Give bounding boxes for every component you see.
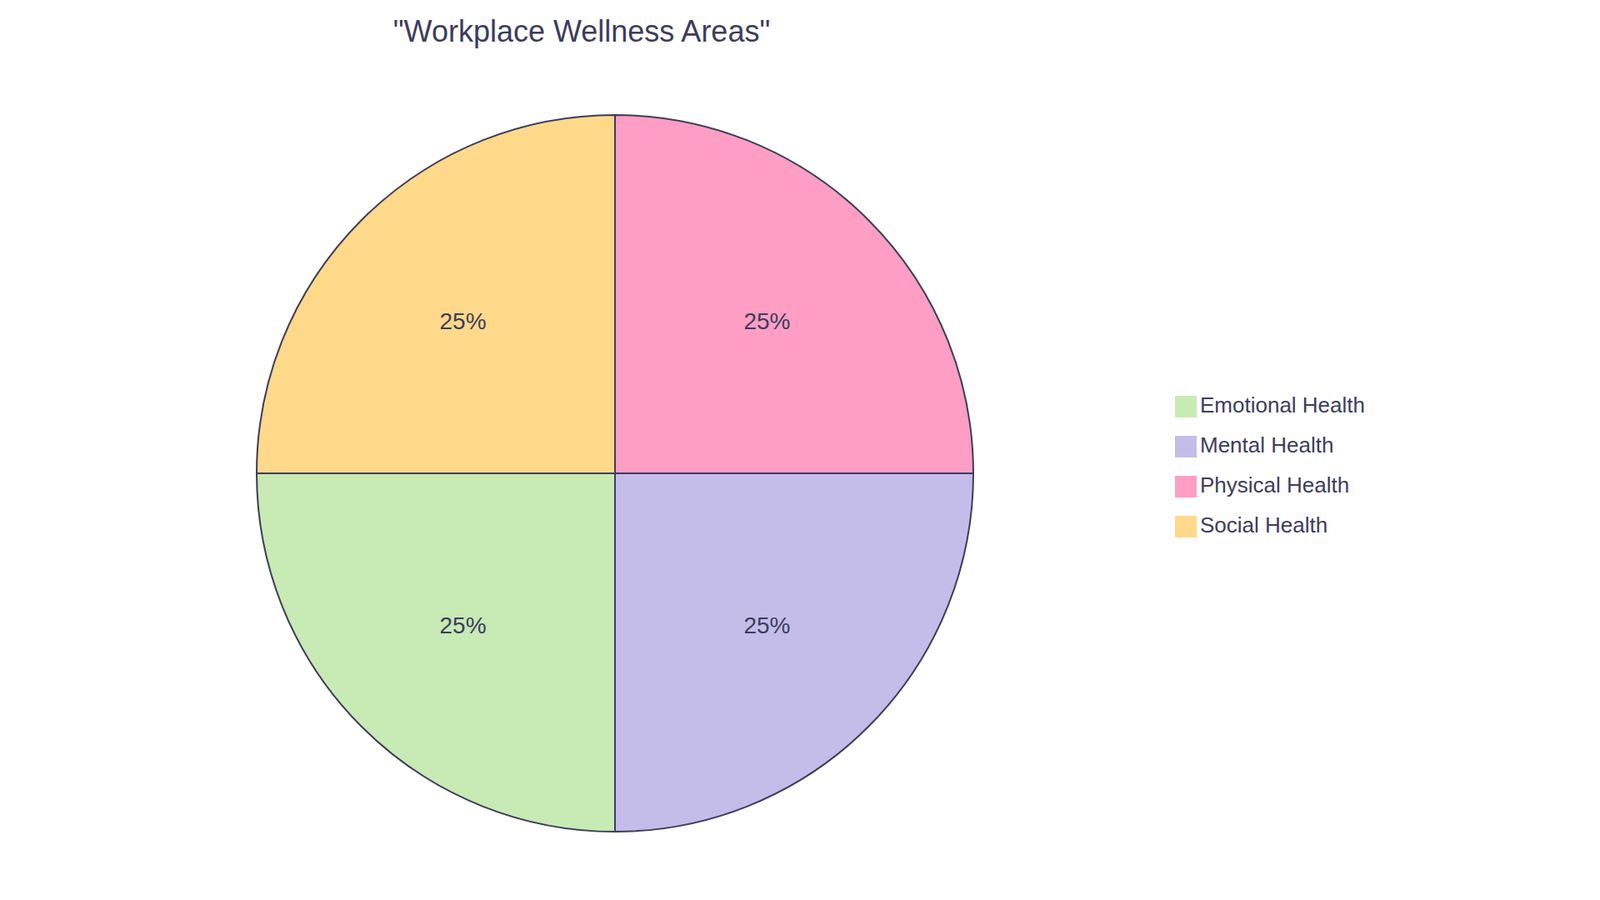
html-text:Mental Health: Mental Health — [1200, 432, 1334, 458]
html-text:Emotional Health: Emotional Health — [1200, 392, 1365, 418]
html-text:Social Health: Social Health — [1200, 512, 1328, 538]
svg-text:25%: 25% — [440, 308, 487, 335]
svg-text:25%: 25% — [743, 612, 790, 639]
svg-text:25%: 25% — [743, 308, 790, 335]
html-text:"Workplace Wellness Areas": "Workplace Wellness Areas" — [393, 14, 771, 49]
html-text:Physical Health: Physical Health — [1200, 472, 1350, 498]
svg-text:25%: 25% — [440, 612, 487, 639]
